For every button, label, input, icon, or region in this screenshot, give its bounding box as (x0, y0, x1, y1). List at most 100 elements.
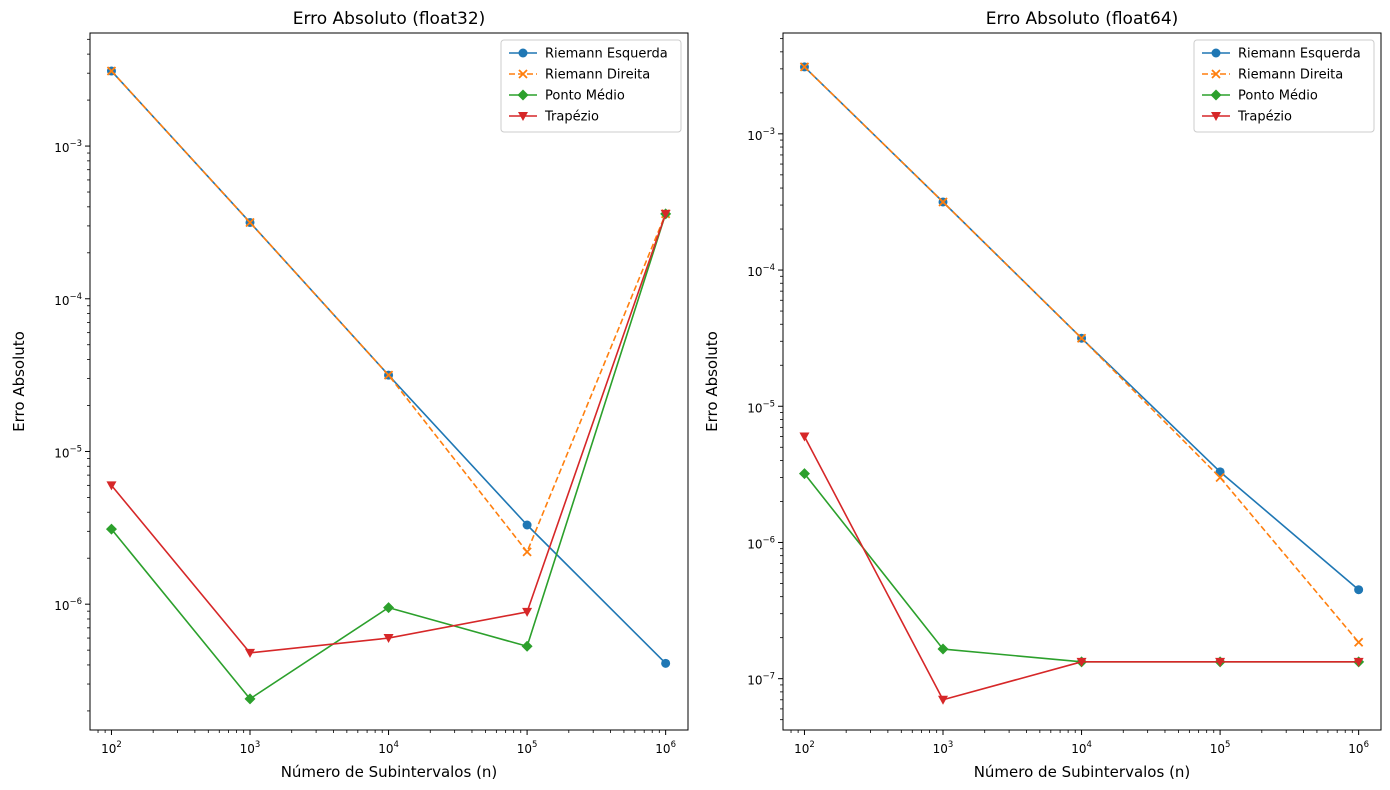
series-riemann-esquerda (106, 66, 671, 668)
legend-marker (1211, 112, 1221, 121)
series-riemann-esquerda (799, 62, 1364, 595)
y-axis-label: Erro Absoluto (10, 331, 28, 432)
legend-label: Ponto Médio (1238, 89, 1318, 104)
data-point (1354, 585, 1364, 595)
series-trapezio (106, 209, 671, 658)
data-point (245, 217, 255, 228)
legend-label: Riemann Esquerda (1238, 47, 1361, 62)
x-tick-base: 10 (933, 742, 948, 756)
x-tick-base: 10 (1071, 742, 1086, 756)
x-tick-label: 102 (101, 740, 122, 756)
legend-marker (518, 112, 528, 121)
x-tick-base: 10 (1348, 742, 1363, 756)
panel-float64: Erro Absoluto (float64) Número de Subinte… (703, 9, 1382, 781)
data-point (1215, 472, 1225, 483)
y-tick-exponent: −6 (762, 535, 775, 545)
y-tick-exponent: −7 (762, 672, 775, 682)
data-point (799, 62, 810, 72)
x-tick-base: 10 (1210, 742, 1225, 756)
data-point (1354, 637, 1364, 647)
y-tick-base: 10 (54, 294, 69, 308)
y-tick-base: 10 (54, 599, 69, 613)
data-point (521, 640, 533, 652)
x-tick-exponent: 2 (809, 740, 814, 750)
x-tick-exponent: 6 (1364, 740, 1369, 750)
x-tick-label: 104 (378, 740, 399, 756)
x-tick-base: 10 (794, 742, 809, 756)
legend-marker (518, 48, 528, 58)
data-point (798, 468, 810, 480)
data-point (383, 602, 395, 614)
x-tick-label: 106 (1348, 740, 1369, 756)
legend-marker (1210, 89, 1222, 101)
x-tick-base: 10 (655, 742, 670, 756)
legend-label: Trapézio (1237, 110, 1292, 125)
x-tick-exponent: 3 (948, 740, 953, 750)
y-tick-exponent: −3 (69, 139, 82, 149)
legend-label: Riemann Direita (545, 68, 650, 83)
y-tick-base: 10 (747, 129, 762, 143)
y-tick-label: 10−6 (54, 597, 82, 613)
legend: Riemann Esquerda Riemann Direita Ponto Méd… (1193, 39, 1375, 133)
data-point (522, 607, 533, 617)
x-tick-base: 10 (240, 742, 255, 756)
data-point (383, 634, 394, 644)
data-point (661, 658, 671, 668)
y-tick-label: 10−3 (747, 127, 775, 143)
y-tick-label: 10−5 (747, 399, 775, 415)
series-ponto-medio (105, 208, 672, 705)
legend-marker (1211, 48, 1221, 58)
series-line (110, 70, 667, 664)
data-point (938, 695, 949, 705)
chart-title: Erro Absoluto (float32) (293, 9, 486, 29)
x-tick-exponent: 2 (116, 740, 121, 750)
y-tick-base: 10 (747, 401, 762, 415)
series-line (803, 66, 1360, 643)
x-tick-base: 10 (378, 742, 393, 756)
y-tick-label: 10−5 (54, 444, 82, 460)
y-tick-base: 10 (54, 446, 69, 460)
series-line (110, 213, 667, 654)
data-point (522, 520, 532, 530)
series-line (110, 213, 667, 700)
data-point (106, 66, 117, 76)
data-point (799, 432, 810, 442)
chart-title: Erro Absoluto (float64) (986, 9, 1179, 29)
series-riemann-direita (799, 62, 1364, 647)
y-tick-base: 10 (747, 674, 762, 688)
legend-marker (518, 69, 528, 79)
x-tick-exponent: 5 (1225, 740, 1230, 750)
y-tick-base: 10 (54, 141, 69, 155)
x-tick-label: 105 (517, 740, 538, 756)
series-ponto-medio (798, 468, 1365, 668)
legend-box (1193, 39, 1375, 133)
y-tick-label: 10−7 (747, 672, 775, 688)
data-point (938, 197, 948, 207)
legend-marker (1211, 69, 1221, 79)
x-tick-base: 10 (101, 742, 116, 756)
data-point (1215, 657, 1226, 667)
y-tick-label: 10−4 (747, 263, 775, 279)
legend-label: Riemann Direita (1238, 68, 1343, 83)
y-tick-label: 10−4 (54, 292, 82, 308)
x-tick-base: 10 (517, 742, 532, 756)
x-tick-exponent: 4 (393, 740, 398, 750)
data-point (522, 547, 532, 557)
data-point (1076, 657, 1087, 667)
legend-label: Riemann Esquerda (545, 47, 668, 62)
data-point (106, 481, 117, 491)
data-point (937, 643, 949, 655)
axes-frame (782, 32, 1382, 731)
x-tick-exponent: 3 (255, 740, 260, 750)
data-point (245, 648, 256, 658)
series-riemann-direita (106, 66, 671, 557)
y-tick-base: 10 (747, 537, 762, 551)
y-tick-base: 10 (747, 265, 762, 279)
series-line (803, 473, 1359, 663)
legend: Riemann Esquerda Riemann Direita Ponto Méd… (500, 39, 682, 133)
y-tick-exponent: −5 (69, 444, 82, 454)
data-point (660, 209, 671, 219)
y-tick-exponent: −4 (762, 263, 775, 273)
x-tick-label: 104 (1071, 740, 1092, 756)
x-tick-exponent: 4 (1086, 740, 1091, 750)
